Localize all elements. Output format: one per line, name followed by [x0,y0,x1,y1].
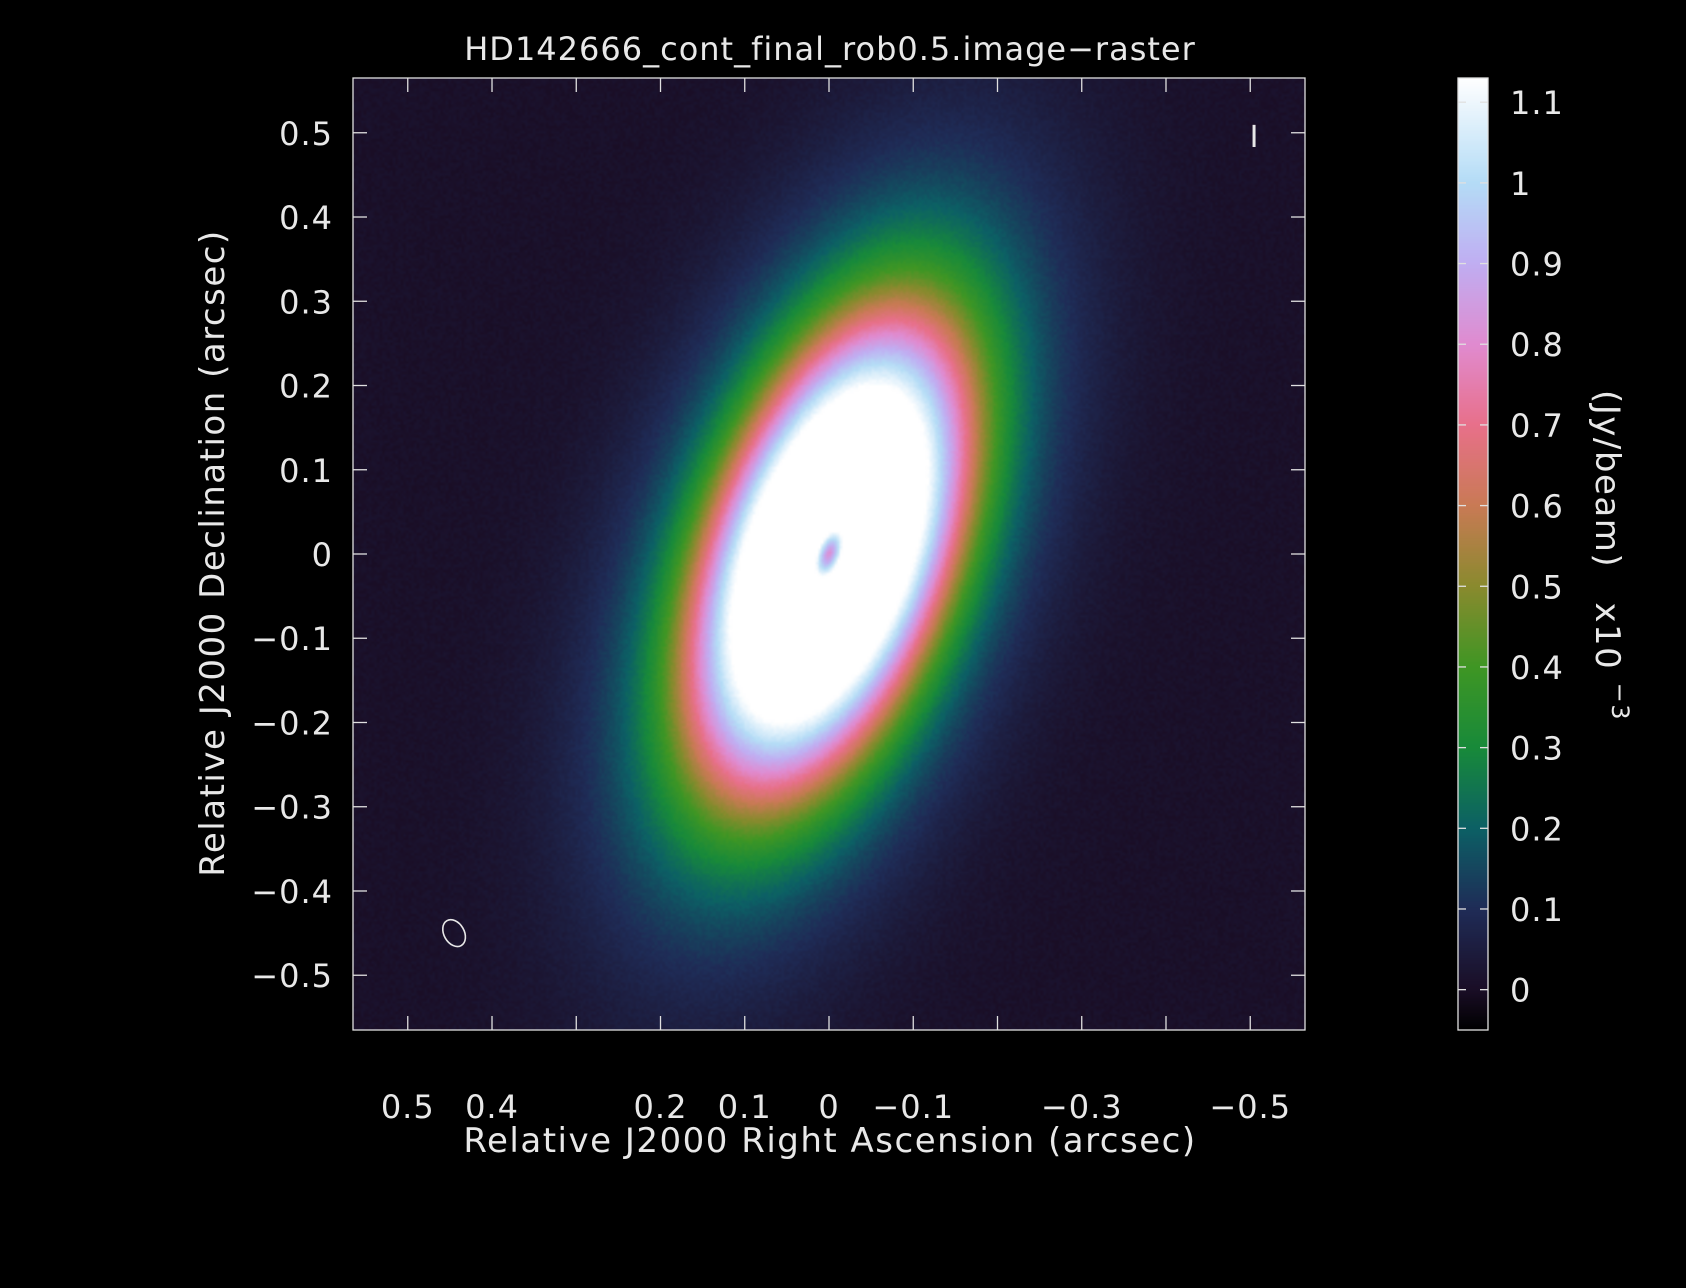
y-tick-label: 0.3 [279,283,333,321]
x-tick-label: −0.1 [872,1088,954,1126]
x-tick-label: 0.4 [465,1088,519,1126]
y-tick-label: 0.2 [279,368,333,406]
intensity-map [353,78,1305,1030]
x-tick-label: −0.3 [1041,1088,1123,1126]
colorbar-tick-label: 0.2 [1510,810,1564,848]
svg-text:(Jy/beam) x10 −3: (Jy/beam) x10 −3 [1587,390,1634,721]
x-tick-label: 0.5 [381,1088,435,1126]
intensity-raster [353,78,1305,1030]
x-tick-label: 0.1 [718,1088,772,1126]
colorbar-label: (Jy/beam) x10 −3 [1587,390,1634,721]
colorbar-frame [1457,77,1489,1031]
y-tick-label: −0.3 [251,789,333,827]
beam-ellipse [441,918,467,948]
x-tick-label: −0.5 [1209,1088,1291,1126]
y-tick-label: 0.4 [279,199,333,237]
x-tick-label: 0.2 [634,1088,688,1126]
colorbar-tick-label: 1.1 [1510,84,1564,122]
y-tick-label: −0.5 [251,957,333,995]
colorbar-tick-label: 0.7 [1510,407,1564,445]
y-tick-label: −0.2 [251,704,333,742]
colorbar-tick-label: 0.1 [1510,891,1564,929]
colorbar-tick-label: 0.8 [1510,326,1564,364]
colorbar-tick-label: 0 [1510,972,1531,1010]
x-tick-label: 0 [818,1088,839,1126]
colorbar-tick-label: 0.9 [1510,246,1564,284]
chart-title: HD142666_cont_final_rob0.5.image−raster [464,30,1196,68]
y-tick-label: 0 [312,536,333,574]
colorbar-multiplier: x10 [1587,602,1627,670]
colorbar-tick-label: 0.3 [1510,730,1564,768]
colorbar-gradient [1458,78,1488,1030]
colorbar-ticks: 0 0.1 0.2 0.3 0.4 0.5 0.6 0.7 0.8 0.9 1 1.1 [1458,84,1564,1010]
y-tick-label: −0.4 [251,873,333,911]
colorbar-tick-label: 0.5 [1510,568,1564,606]
y-tick-label: 0.1 [279,452,333,490]
x-axis: 0.5 0.4 0.2 0.1 0 −0.1 −0.3 −0.5 [381,78,1291,1126]
colorbar-tick-label: 1 [1510,165,1531,203]
colorbar-tick-label: 0.6 [1510,488,1564,526]
colorbar: 0 0.1 0.2 0.3 0.4 0.5 0.6 0.7 0.8 0.9 1 1.1 [1457,77,1564,1031]
colorbar-exponent: −3 [1606,683,1634,721]
colorbar-unit: (Jy/beam) [1587,390,1627,568]
y-tick-label: −0.1 [251,620,333,658]
y-axis-label: Relative J2000 Declination (arcsec) [193,229,233,876]
stokes-label: I [1250,120,1259,155]
y-tick-label: 0.5 [279,115,333,153]
x-axis-label: Relative J2000 Right Ascension (arcsec) [463,1121,1196,1161]
colorbar-tick-label: 0.4 [1510,649,1564,687]
y-axis: 0.5 0.4 0.3 0.2 0.1 0 −0.1 −0.2 −0.3 −0.4 −0.5 [251,115,1305,995]
